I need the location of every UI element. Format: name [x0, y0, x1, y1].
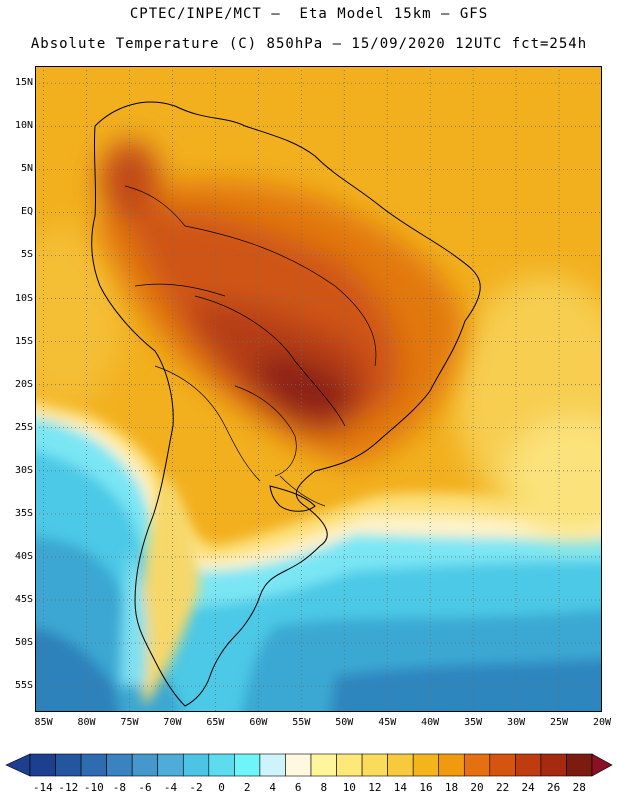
coastline	[91, 101, 481, 707]
colorbar-swatch	[259, 753, 286, 777]
colorbar-tick-label: -6	[138, 781, 152, 794]
latitude-label: 10S	[14, 292, 33, 304]
latitude-label: 5S	[20, 249, 33, 261]
colorbar-tick-label: 14	[393, 781, 408, 794]
colorbar-swatch	[80, 753, 107, 777]
colorbar-swatch	[131, 753, 159, 777]
colorbar-swatch	[310, 753, 337, 777]
colorbar-tick-label: -4	[163, 781, 178, 794]
colorbar-swatch	[55, 753, 82, 777]
temperature-map	[35, 66, 602, 712]
longitude-label: 60W	[249, 717, 268, 728]
colorbar-swatch	[412, 753, 440, 777]
temperature-field	[35, 66, 602, 712]
colorbar-tick-label: -14	[32, 781, 53, 794]
colorbar-swatch	[285, 753, 312, 777]
map-frame	[35, 66, 602, 712]
longitude-label: 50W	[335, 717, 354, 728]
colorbar-swatch	[489, 753, 516, 777]
latitude-label: 15S	[14, 335, 33, 347]
colorbar-tick-label: 0	[218, 781, 225, 794]
colorbar-tick-label: 4	[269, 781, 276, 794]
colorbar-tick-label: -12	[58, 781, 79, 794]
colorbar-swatch	[182, 753, 210, 777]
graticule	[35, 66, 602, 712]
longitude-label: 30W	[507, 717, 526, 728]
colorbar-swatch	[361, 753, 388, 777]
colorbar-tick-label: 24	[521, 781, 535, 794]
title-line-1: CPTEC/INPE/MCT – Eta Model 15km – GFS	[129, 6, 489, 22]
latitude-label: EQ	[20, 206, 33, 218]
latitude-label: 25S	[14, 421, 33, 433]
longitude-label: 45W	[378, 717, 397, 728]
colorbar-tick-label: 22	[495, 781, 510, 794]
colorbar-swatch	[566, 753, 593, 777]
colorbar-low-arrow	[5, 753, 31, 777]
latitude-label: 35S	[14, 507, 33, 519]
longitude-label: 70W	[163, 717, 182, 728]
latitude-label: 45S	[14, 594, 33, 606]
colorbar-swatch	[234, 753, 261, 777]
colorbar-tick-label: 16	[419, 781, 433, 794]
ocean-warm-region	[35, 226, 602, 536]
latitude-label: 5N	[20, 163, 33, 175]
latitude-label: 20S	[14, 378, 33, 390]
colorbar	[5, 753, 613, 777]
longitude-label: 75W	[120, 717, 139, 728]
colorbar-swatch	[438, 753, 465, 777]
latitude-label: 55S	[14, 680, 33, 692]
colorbar-tick-label: 6	[294, 781, 302, 794]
colorbar-tick-label: 12	[368, 781, 382, 794]
patagonia-field	[120, 476, 200, 706]
colorbar-tick-label: 28	[572, 781, 586, 794]
latitude-label: 40S	[14, 550, 33, 562]
latitude-label: 30S	[14, 464, 33, 476]
colorbar-tick-label: -2	[189, 781, 203, 794]
colorbar-tick-label: 2	[243, 781, 251, 794]
colorbar-tick-label: 10	[342, 781, 356, 794]
colorbar-high-arrow	[591, 753, 613, 777]
map-svg	[35, 66, 602, 712]
longitude-label: 40W	[421, 717, 440, 728]
colorbar-tick-label: -10	[83, 781, 104, 794]
colorbar-swatch	[208, 753, 235, 777]
colorbar-tick-label: -8	[112, 781, 127, 794]
title-line-2: Absolute Temperature (C) 850hPa – 15/09/…	[30, 36, 588, 52]
longitude-label: 80W	[77, 717, 96, 728]
latitude-label: 15N	[14, 77, 33, 89]
colorbar-swatch	[336, 753, 363, 777]
longitude-label: 65W	[206, 717, 225, 728]
colorbar-swatch	[157, 753, 184, 777]
colorbar-tick-label: 20	[470, 781, 484, 794]
longitude-label: 55W	[292, 717, 311, 728]
colorbar-swatch	[29, 753, 56, 777]
colorbar-swatch	[540, 753, 567, 777]
longitude-label: 20W	[592, 717, 612, 728]
longitude-label: 35W	[464, 717, 483, 728]
colorbar-swatch	[463, 753, 491, 777]
colorbar-tick-label: 8	[320, 781, 328, 794]
colorbar-swatch	[515, 753, 542, 777]
longitude-label: 85W	[34, 717, 53, 728]
colorbar-tick-label: 26	[547, 781, 561, 794]
latitude-label: 50S	[14, 637, 33, 649]
longitude-label: 25W	[550, 717, 569, 728]
latitude-label: 10N	[14, 120, 33, 132]
colorbar-swatch	[387, 753, 414, 777]
colorbar-tick-label: 18	[444, 781, 459, 794]
colorbar-swatch	[106, 753, 133, 777]
